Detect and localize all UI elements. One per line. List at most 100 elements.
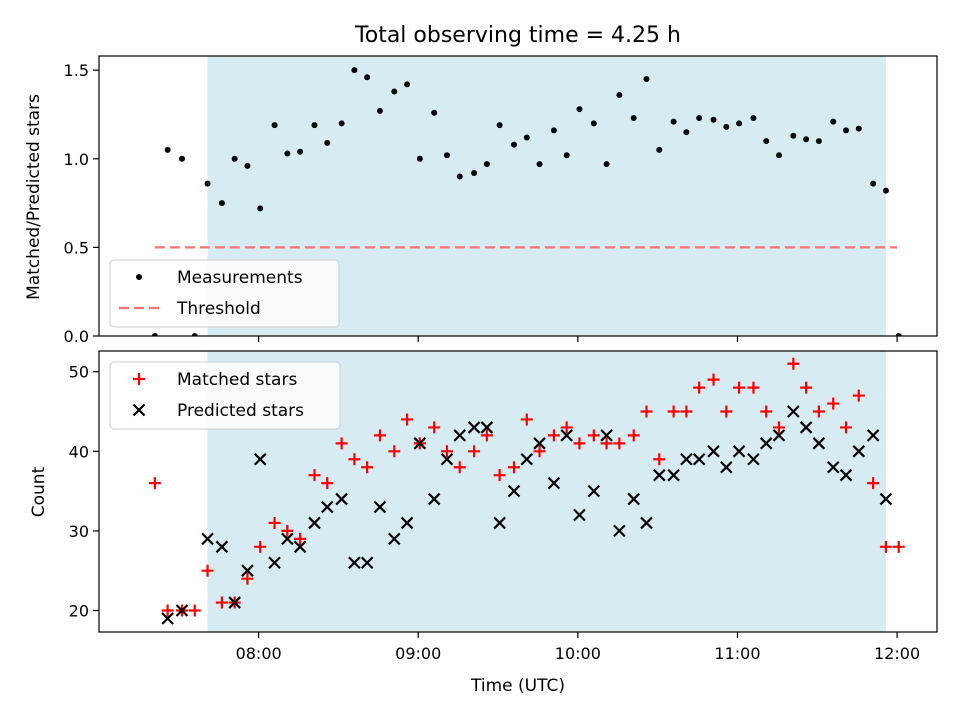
plot-layer: 0.0 0.5 1.0 1.5 Measurements Threshold 20 30 40 5… [64, 55, 938, 663]
measurements-point [630, 115, 637, 122]
measurements-point [563, 152, 570, 159]
predicted-stars-point [308, 516, 321, 530]
measurements-point [790, 132, 797, 139]
measurements-point [870, 180, 877, 187]
matched-stars-point [308, 469, 321, 482]
predicted-stars-point [600, 429, 613, 442]
predicted-stars-point [348, 556, 361, 570]
count-panel-y-tick-label: 40 [69, 442, 89, 461]
measurements-point [882, 187, 889, 194]
measurements-point [536, 161, 543, 168]
measurements-point [523, 134, 530, 141]
matched-stars-point [787, 357, 800, 370]
x-tick-label: 08:00 [236, 644, 282, 663]
predicted-stars-point [852, 445, 866, 458]
measurements-point [284, 150, 291, 157]
matched-stars-point [587, 429, 600, 442]
predicted-stars-point [533, 437, 546, 450]
count-panel-y-tick-label: 50 [69, 363, 89, 382]
matched-stars-point [321, 477, 334, 490]
predicted-stars-point [268, 556, 281, 570]
measurements-point [696, 115, 703, 122]
measurements-point [603, 161, 610, 168]
measurements-point [670, 118, 677, 125]
predicted-stars-point [520, 452, 534, 466]
ratio-panel-y-tick-label: 0.5 [64, 238, 89, 257]
measurements-point [324, 139, 331, 146]
measurements-point [443, 152, 450, 159]
ratio-panel-data [151, 67, 902, 336]
predicted-stars-point [680, 452, 693, 466]
predicted-stars-point [320, 500, 334, 514]
predicted-stars-point [400, 516, 414, 530]
ratio-panel-y-tick-label: 0.0 [64, 327, 89, 346]
measurements-point [775, 152, 782, 159]
count-panel-y-tick-label: 30 [69, 522, 89, 541]
measurements-point [271, 122, 278, 129]
measurements-point [843, 127, 850, 134]
predicted-stars-legend-swatch [132, 403, 146, 417]
measurements-point [179, 155, 186, 162]
predicted-stars-point [388, 532, 401, 546]
measurements-point [576, 106, 583, 113]
matched-stars-point [161, 604, 174, 617]
measurements-point [483, 161, 490, 168]
measurements-point [456, 173, 463, 180]
predicted-stars-point [493, 516, 506, 530]
measurements-point [416, 155, 423, 162]
predicted-stars-point [175, 604, 189, 617]
top-panel-y-axis-label: Matched/Predicted stars [24, 94, 44, 300]
matched-stars-point [241, 572, 254, 585]
matched-stars-point [453, 461, 466, 474]
matched-stars-point [547, 429, 560, 442]
measurements-point [815, 138, 822, 145]
measurements-point [895, 333, 902, 336]
ratio-panel-y-tick-label: 1.5 [64, 61, 89, 80]
matched-stars-point [733, 381, 746, 394]
predicted-stars-point [547, 476, 561, 490]
matched-stars-point [361, 461, 374, 474]
count-panel-y-tick-label: 20 [69, 602, 89, 621]
matched-stars-point [892, 540, 905, 553]
predicted-stars-point [427, 492, 441, 506]
matched-stars-point [640, 405, 653, 418]
measurements-point [404, 81, 411, 88]
measurements-point [218, 200, 225, 207]
predicted-stars-point [627, 492, 641, 506]
matched-stars-point [772, 421, 785, 434]
matched-stars-point [840, 421, 853, 434]
matched-stars-point [428, 421, 441, 434]
measurements-point [204, 180, 211, 187]
measurements-point [191, 333, 198, 336]
measurements-point [511, 141, 518, 148]
measurements-point [750, 115, 757, 122]
predicted-stars-point [839, 468, 853, 482]
matched-stars-point [188, 604, 201, 617]
x-tick-label: 12:00 [874, 644, 920, 663]
predicted-stars-point [826, 460, 840, 474]
matched-stars-point [573, 437, 586, 450]
predicted-stars-point [440, 452, 454, 466]
measurements-point [471, 169, 478, 176]
predicted-stars-point [467, 421, 481, 434]
count-panel-data [148, 357, 905, 625]
predicted-stars-point [812, 437, 826, 450]
matched-stars-point [827, 397, 840, 410]
matched-stars-point [215, 596, 228, 609]
predicted-stars-point [413, 437, 427, 450]
matched-stars-point [680, 405, 693, 418]
predicted-stars-point [879, 492, 893, 506]
matched-stars-point [468, 445, 481, 458]
predicted-stars-point [799, 421, 813, 434]
count-panel-legend-box [109, 361, 341, 430]
measurements-point [643, 76, 650, 83]
ratio-panel-y-tick-label: 1.0 [64, 150, 89, 169]
measurements-point [151, 333, 158, 336]
x-tick-label: 09:00 [395, 644, 441, 663]
matched-stars-point [760, 405, 773, 418]
predicted-stars-point [360, 556, 374, 570]
predicted-stars-point [866, 429, 880, 442]
predicted-stars-point [560, 429, 573, 442]
matched-stars-point [201, 564, 214, 577]
